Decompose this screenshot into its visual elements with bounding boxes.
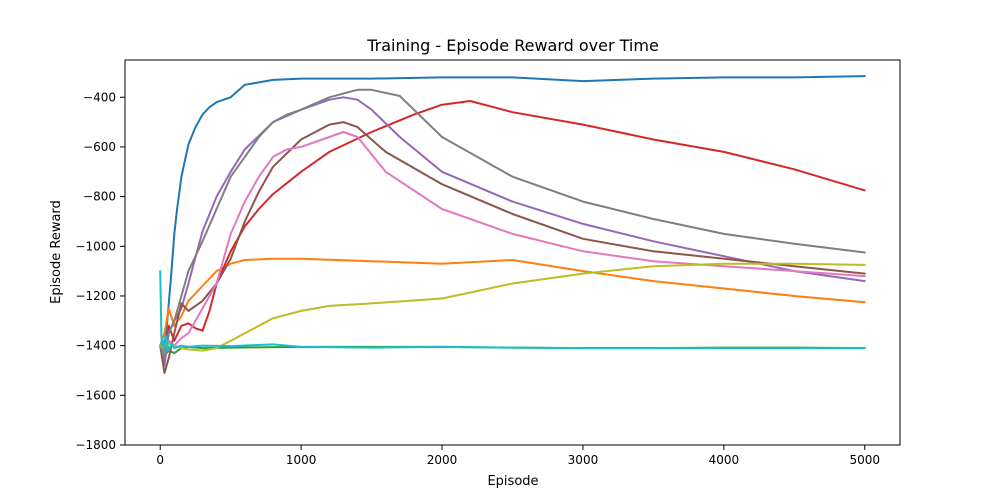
x-tick-label: 0 — [156, 453, 164, 467]
plot-frame — [124, 59, 901, 446]
series-line-10 — [159, 270, 866, 355]
series-line-4 — [159, 100, 866, 362]
y-tick-label: −1200 — [75, 289, 116, 303]
y-tick-label: −400 — [83, 90, 116, 104]
y-tick-label: −600 — [83, 140, 116, 154]
y-tick-label: −1000 — [75, 239, 116, 253]
y-axis-ticks: −1800 −1600 −1400 −1200 −1000 −800 −600 −400 — [75, 90, 125, 452]
y-tick-label: −1800 — [75, 438, 116, 452]
plot-series — [159, 75, 866, 374]
x-tick-label: 3000 — [568, 453, 599, 467]
series-line-5 — [159, 96, 866, 367]
x-tick-label: 1000 — [286, 453, 317, 467]
y-axis-label: Episode Reward — [49, 200, 64, 304]
chart-title: Training - Episode Reward over Time — [366, 36, 659, 55]
series-line-7 — [159, 131, 866, 360]
x-tick-label: 2000 — [427, 453, 458, 467]
series-line-6 — [159, 121, 866, 374]
x-tick-label: 4000 — [709, 453, 740, 467]
series-line-8 — [159, 88, 866, 360]
series-line-2 — [159, 257, 866, 347]
y-tick-label: −1600 — [75, 388, 116, 402]
series-line-9 — [159, 262, 866, 352]
x-tick-label: 5000 — [849, 453, 880, 467]
x-axis-ticks: 0 1000 2000 3000 4000 5000 — [156, 445, 880, 467]
y-tick-label: −800 — [83, 190, 116, 204]
y-tick-label: −1400 — [75, 339, 116, 353]
series-line-1 — [159, 75, 866, 360]
x-axis-label: Episode — [487, 474, 538, 489]
